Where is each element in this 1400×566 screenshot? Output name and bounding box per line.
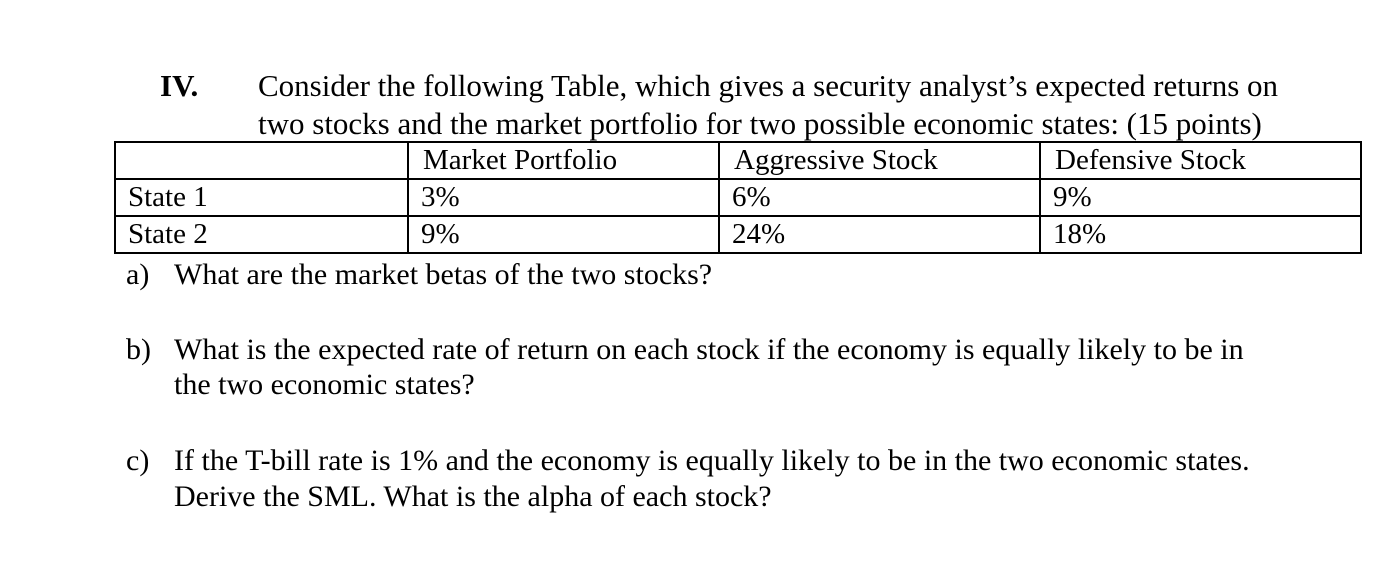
header-cell-empty [114, 141, 409, 180]
state-label-cell: State 1 [114, 178, 409, 217]
header-cell-market-portfolio: Market Portfolio [407, 141, 720, 180]
header-cell-aggressive-stock: Aggressive Stock [718, 141, 1041, 180]
question-b-text-line-1: What is the expected rate of return on e… [174, 333, 1244, 366]
question-a-text: What are the market betas of the two sto… [174, 258, 713, 291]
aggressive-return-cell: 6% [718, 178, 1041, 217]
question-a-letter: a) [126, 258, 150, 291]
state-label-cell: State 2 [114, 215, 409, 254]
question-b-letter: b) [126, 333, 151, 366]
table-header-row: Market Portfolio Aggressive Stock Defens… [114, 141, 1362, 180]
intro-line-2: two stocks and the market portfolio for … [258, 106, 1262, 141]
question-c-letter: c) [126, 444, 150, 477]
intro-line-1: Consider the following Table, which give… [258, 68, 1279, 103]
market-return-cell: 3% [407, 178, 720, 217]
market-return-cell: 9% [407, 215, 720, 254]
defensive-return-cell: 18% [1039, 215, 1362, 254]
question-c-text-line-1: If the T-bill rate is 1% and the economy… [174, 444, 1250, 477]
section-number: IV. [160, 68, 199, 103]
question-b-text-line-2: the two economic states? [174, 368, 475, 401]
defensive-return-cell: 9% [1039, 178, 1362, 217]
table-row: State 1 3% 6% 9% [114, 178, 1362, 217]
table-row: State 2 9% 24% 18% [114, 215, 1362, 254]
question-c-text-line-2: Derive the SML. What is the alpha of eac… [174, 480, 772, 513]
returns-table: Market Portfolio Aggressive Stock Defens… [114, 141, 1362, 254]
aggressive-return-cell: 24% [718, 215, 1041, 254]
header-cell-defensive-stock: Defensive Stock [1039, 141, 1362, 180]
